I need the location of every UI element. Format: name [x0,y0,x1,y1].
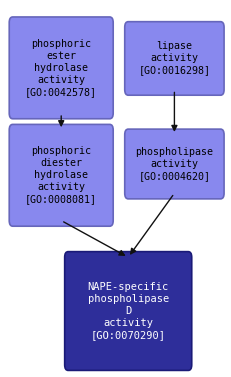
Text: phosphoric
diester
hydrolase
activity
[GO:0008081]: phosphoric diester hydrolase activity [G… [25,146,97,204]
Text: phospholipase
activity
[GO:0004620]: phospholipase activity [GO:0004620] [135,147,213,181]
Text: NAPE-specific
phospholipase
D
activity
[GO:0070290]: NAPE-specific phospholipase D activity [… [88,282,169,340]
FancyBboxPatch shape [9,124,113,226]
FancyBboxPatch shape [125,22,224,95]
Text: phosphoric
ester
hydrolase
activity
[GO:0042578]: phosphoric ester hydrolase activity [GO:… [25,39,97,97]
Text: lipase
activity
[GO:0016298]: lipase activity [GO:0016298] [138,41,210,75]
FancyBboxPatch shape [125,129,224,199]
FancyBboxPatch shape [65,252,192,370]
FancyBboxPatch shape [9,17,113,119]
